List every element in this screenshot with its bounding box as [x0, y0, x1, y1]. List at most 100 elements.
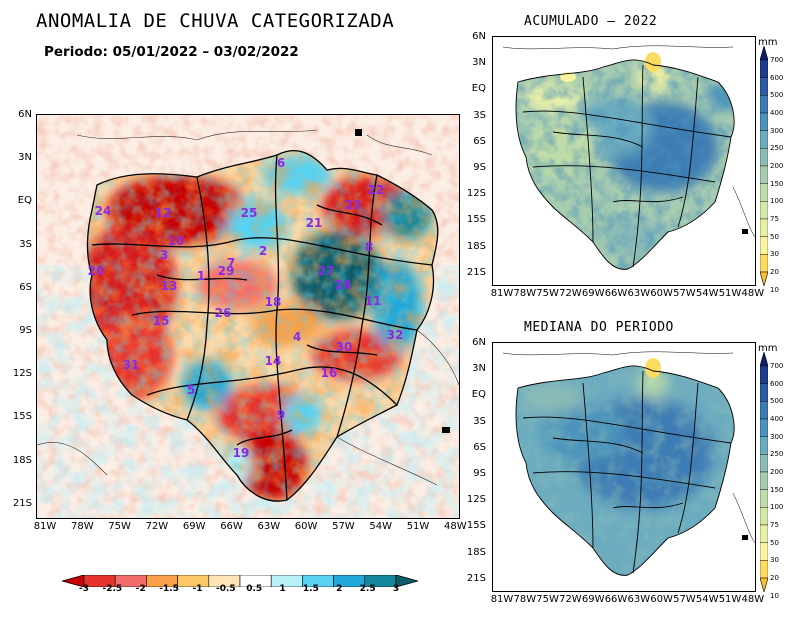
colorbar-label: 3 — [392, 584, 400, 594]
basin-number: 4 — [293, 330, 301, 344]
acumulado-map — [492, 36, 756, 286]
mm-colorbar-label: 10 — [770, 285, 779, 294]
mm-colorbar-label: 500 — [770, 91, 784, 100]
mediana-mm-colorbar-labels: 700 600 500 400 300 250 200 150 100 75 50 30 20 10 — [770, 352, 798, 600]
mm-colorbar-swatch — [759, 201, 769, 220]
lon-label: 66W — [220, 521, 243, 532]
lat-label: 3N — [18, 152, 32, 164]
basin-number: 1 — [197, 269, 205, 283]
lon-label: 81W — [490, 288, 514, 299]
lon-label: 60W — [650, 288, 673, 299]
lat-label: 3S — [473, 415, 486, 427]
colorbar-label: -2.5 — [102, 584, 123, 594]
lat-label: 6N — [18, 109, 32, 120]
mm-colorbar-max-arrow — [759, 350, 769, 367]
mm-colorbar-label: 300 — [770, 126, 784, 135]
colorbar-max-arrow — [395, 574, 420, 588]
basin-number: 15 — [153, 314, 170, 328]
lat-label: 3N — [472, 363, 486, 375]
lon-label: 63W — [627, 594, 651, 605]
basin-number: 5 — [187, 383, 195, 397]
lat-label: EQ — [471, 83, 486, 95]
lat-label: 9S — [473, 162, 486, 173]
lat-label: 18S — [466, 240, 486, 252]
mm-colorbar-min-arrow — [759, 577, 769, 594]
mm-colorbar-swatch — [759, 165, 769, 184]
lon-label: 54W — [369, 521, 392, 532]
basin-number: 22 — [368, 183, 385, 197]
mm-colorbar-swatch — [759, 148, 769, 167]
mm-colorbar-min-arrow — [759, 271, 769, 288]
mm-colorbar-label: 600 — [770, 379, 784, 388]
lat-label: 9S — [19, 325, 32, 336]
mm-colorbar-swatch — [759, 254, 769, 273]
mm-colorbar-label: 700 — [770, 362, 784, 370]
colorbar-label: 0.5 — [246, 584, 263, 594]
acumulado-unit-label: mm — [758, 37, 778, 48]
mm-colorbar-swatch — [759, 383, 769, 402]
anomaly-colorbar — [60, 572, 420, 588]
mm-colorbar-label: 250 — [770, 144, 784, 153]
mm-colorbar-swatch — [759, 130, 769, 149]
lat-label: 15S — [466, 520, 486, 532]
lon-label: 48W — [443, 521, 467, 532]
mm-colorbar-swatches — [759, 44, 769, 288]
basin-number: 18 — [265, 295, 282, 309]
mm-colorbar-swatch — [759, 418, 769, 437]
anomaly-colorbar-labels: -3 -2.5 -2 -1.5 -1 -0.5 0.5 1 1.5 2 2.5 3 — [62, 584, 418, 598]
colorbar-label: -3 — [79, 584, 89, 594]
lon-label: 57W — [332, 521, 355, 532]
colorbar-label: -1 — [192, 584, 203, 594]
mm-colorbar-swatch — [759, 218, 769, 237]
lon-label: 48W — [741, 594, 765, 605]
mm-colorbar-label: 20 — [770, 268, 779, 276]
mm-colorbar-label: 600 — [770, 73, 784, 82]
lat-label: 21S — [466, 572, 486, 584]
lon-label: 75W — [536, 594, 559, 605]
basin-number: 9 — [277, 408, 285, 422]
mediana-mm-colorbar — [759, 350, 769, 594]
lon-label: 57W — [673, 288, 696, 299]
basin-number: 23 — [345, 198, 362, 212]
main-map-title: ANOMALIA DE CHUVA CATEGORIZADA — [36, 10, 395, 32]
lon-label: 66W — [604, 594, 628, 605]
mm-colorbar-max-arrow — [759, 44, 769, 61]
mm-colorbar-label: 50 — [770, 232, 779, 241]
mm-colorbar-label: 100 — [770, 503, 784, 512]
basin-number: 13 — [161, 279, 178, 293]
lat-label: 6S — [473, 441, 486, 453]
mm-colorbar-label: 50 — [770, 538, 779, 547]
acumulado-map-canvas — [493, 37, 755, 285]
lon-label: 48W — [741, 288, 765, 299]
lat-label: 3S — [473, 109, 486, 121]
lat-label: 3S — [19, 238, 32, 250]
lon-label: 81W — [33, 521, 57, 532]
lat-label: 6S — [19, 281, 32, 293]
mm-colorbar-swatch — [759, 489, 769, 508]
lon-label: 81W — [490, 594, 514, 605]
basin-number: 30 — [336, 340, 353, 354]
lon-label: 78W — [513, 288, 537, 299]
basin-number: 28 — [335, 278, 352, 292]
lat-label: 18S — [12, 454, 32, 466]
mm-colorbar-swatch — [759, 471, 769, 490]
lat-label: EQ — [471, 389, 486, 401]
lat-label: 21S — [12, 497, 32, 509]
lon-label: 72W — [559, 594, 582, 605]
basin-number: 20 — [88, 264, 105, 278]
basin-number: 26 — [215, 306, 232, 320]
colorbar-label: 1 — [279, 584, 286, 594]
mm-colorbar-label: 150 — [770, 485, 784, 494]
lon-label: 69W — [581, 288, 605, 299]
basin-number: 32 — [387, 328, 404, 342]
lat-label: EQ — [17, 195, 32, 207]
acumulado-title: ACUMULADO – 2022 — [524, 14, 658, 29]
lat-label: 3N — [472, 57, 486, 69]
mm-colorbar-swatch — [759, 401, 769, 420]
anomaly-map: 6 22 23 24 12 25 21 10 2 8 3 20 13 1 7 28 11 18 15 26 4 32 30 1… — [36, 114, 460, 519]
lat-label: 12S — [466, 494, 486, 506]
lon-label: 51W — [718, 288, 742, 299]
mm-colorbar-label: 250 — [770, 450, 784, 459]
basin-number: 7 — [227, 256, 235, 270]
mm-colorbar-swatch — [759, 542, 769, 561]
